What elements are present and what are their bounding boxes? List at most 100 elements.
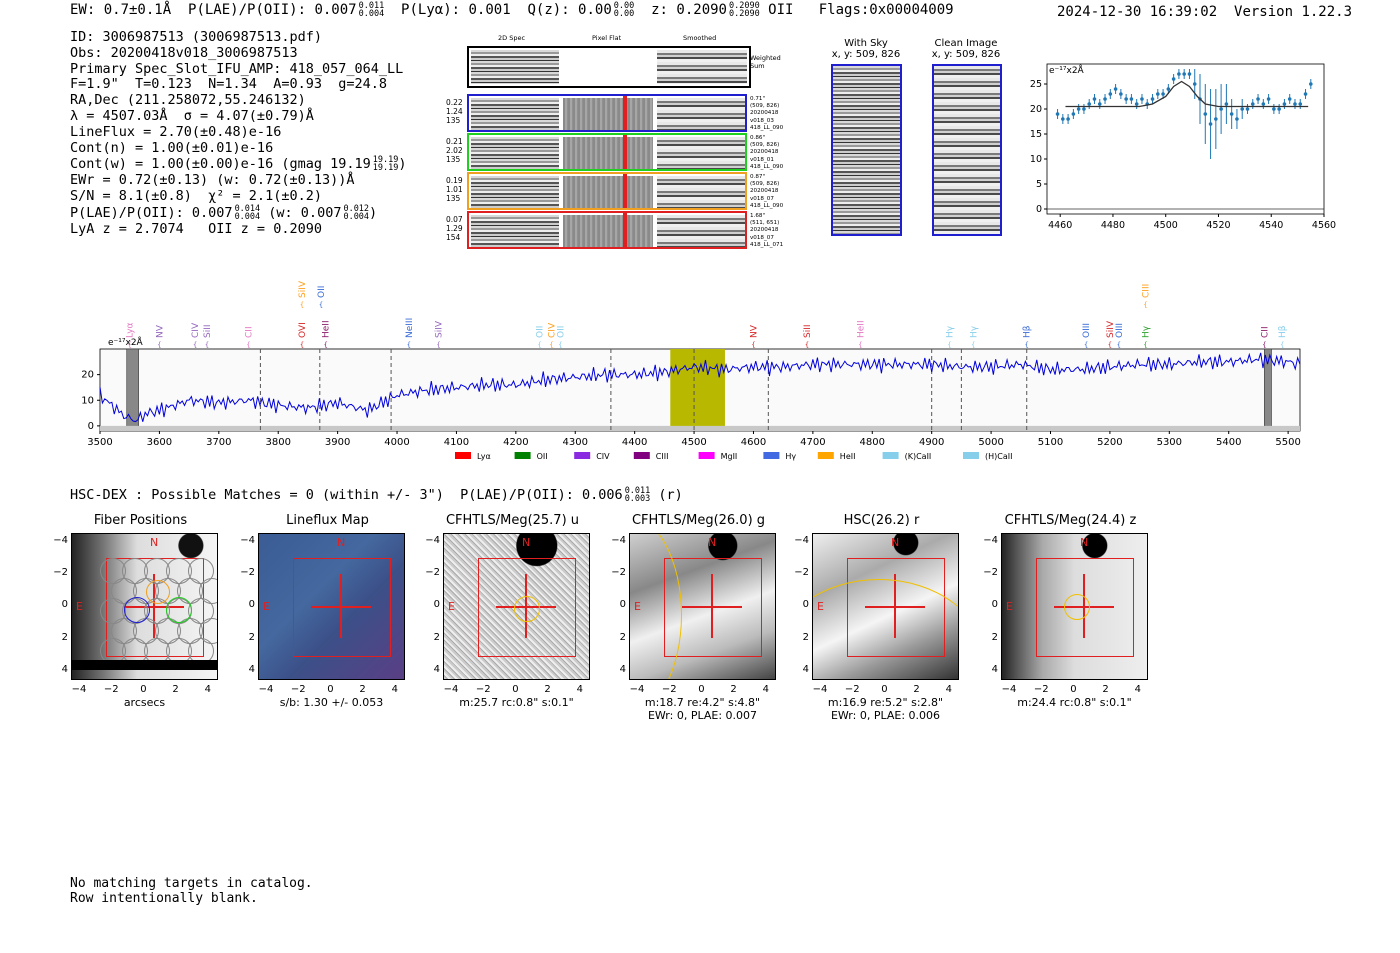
cutout-right-value: v018_07 [750, 195, 774, 202]
zoom-point [1235, 117, 1239, 121]
z-hi: 0.2090 [728, 1, 760, 11]
zoom-point [1166, 87, 1171, 91]
spectral-line-brace: { [246, 341, 250, 349]
cutout-right-value: v018_07 [750, 234, 774, 241]
panel-xtick: −2 [844, 684, 860, 695]
legend-label: (K)CaII [905, 452, 932, 461]
legend-label: Hγ [785, 452, 796, 461]
plae-lo: 0.004 [234, 211, 261, 222]
spectrum-xtick-label: 4800 [860, 437, 885, 448]
spectral-line-label: SiII [203, 324, 213, 338]
zoom-point [1282, 102, 1287, 106]
cutout-row-right-labels: 0.87" (509, 826) 20200418 v018_07 418_LL_090 [750, 174, 810, 210]
cutout-right-value: (509, 826) [750, 142, 780, 149]
zoom-ytick-label: 25 [1030, 79, 1042, 90]
spectrum-ytick-label: 10 [81, 395, 94, 406]
fiber-green [166, 597, 192, 623]
info-lineflux: LineFlux = 2.70(±0.48)e-16 [70, 123, 282, 140]
legend-swatch [763, 452, 780, 459]
info-obs: Obs: 20200418v018_3006987513 [70, 44, 298, 61]
panel-ytick: 0 [248, 599, 255, 611]
spectrum-xtick-label: 3600 [147, 437, 172, 448]
plae-w-hi: 0.012 [343, 203, 370, 214]
spectrum-line [99, 352, 1301, 423]
clean-xy: x, y: 509, 826 [931, 49, 1001, 60]
spectral-line-brace: { [193, 341, 197, 349]
zoom-point [1272, 107, 1276, 111]
zoom-xtick-label: 4480 [1101, 220, 1125, 231]
zoom-fit-line [1065, 80, 1309, 108]
panel-xtick: 2 [172, 684, 179, 695]
cutout-2dspec [471, 215, 559, 247]
cutout-pixel-marker [623, 213, 627, 247]
info-fta: F=1.9" T=0.123 N=1.34 A=0.93 g=24.8 [70, 76, 387, 93]
panel-xtick: 0 [698, 684, 705, 695]
spectrum-xtick-label: 3900 [325, 437, 350, 448]
cutout-right-value: 0.86" [750, 135, 766, 141]
spectral-line-brace: { [1108, 341, 1112, 349]
panel-xtick: 4 [945, 684, 952, 695]
zoom-point [1214, 117, 1218, 121]
cutout-pixelflat [563, 215, 653, 247]
zoom-point [1055, 112, 1060, 116]
spectral-line-brace: { [1084, 341, 1088, 349]
cutout-left-value: 1.29 [446, 224, 463, 233]
spectral-line-label: CIV [547, 322, 557, 338]
spectral-line-label: OII [317, 286, 327, 298]
zoom-ytick-label: 0 [1036, 204, 1042, 215]
spectral-line-label: OIII [1115, 323, 1125, 338]
panel-ytick: −2 [983, 567, 998, 579]
cutout-left-value: 2.02 [446, 146, 463, 155]
panel-caption: s/b: 1.30 +/- 0.053 [279, 696, 384, 709]
spectral-line-label: NeIII [405, 318, 415, 338]
panel-caption: arcsecs [123, 696, 166, 709]
zoom-point [1103, 97, 1107, 101]
legend-label: MgII [721, 452, 738, 461]
z-lo: 0.2090 [728, 9, 760, 19]
panel-xtick: −4 [71, 684, 87, 695]
panel-xtick: −2 [661, 684, 677, 695]
clean-image-title: Clean Image x, y: 509, 826 [926, 38, 1006, 60]
zoom-point [1171, 77, 1176, 81]
panel-ytick: −2 [53, 567, 68, 579]
cutout-row-left-labels: 0.19 1.01 135 [446, 176, 466, 203]
cutout-right-value: 0.71" [750, 96, 766, 102]
cutout-smoothed [657, 215, 745, 247]
zoom-point [1140, 97, 1144, 101]
panel-xtick: −2 [1033, 684, 1049, 695]
panel-xtick: 2 [359, 684, 366, 695]
zoom-point [1061, 117, 1065, 121]
panel-caption-2: EWr: 0, PLAE: 0.006 [830, 709, 941, 722]
panel-ytick: −4 [983, 535, 998, 546]
spectral-line-brace: { [324, 341, 328, 349]
zoom-point [1161, 92, 1165, 96]
plae-oii-hi: 0.011 [358, 1, 385, 11]
spectral-line-brace: { [300, 341, 304, 349]
contw-lo: 19.19 [372, 163, 399, 174]
cutout-right-value: 418_LL_090 [750, 202, 784, 209]
zoom-point [1150, 97, 1155, 101]
z-value: z: 0.2090 [651, 2, 727, 18]
cutout-right-value: 1.68" [750, 213, 766, 219]
zoom-point [1182, 72, 1186, 76]
zoom-point [1224, 102, 1229, 106]
panel-ytick: 4 [61, 663, 68, 675]
panel-ytick: 2 [802, 631, 809, 643]
zoom-point [1203, 112, 1208, 116]
spectrum-xtick-label: 4200 [503, 437, 528, 448]
zoom-point [1092, 97, 1097, 101]
zoom-point [1108, 92, 1113, 96]
panel-xtick: 4 [1134, 684, 1141, 695]
panel-aperture-box [478, 558, 576, 657]
zoom-point [1113, 87, 1118, 91]
plae-w-lo: 0.004 [343, 211, 370, 222]
cutout-row-left-labels: 0.22 1.24 135 [446, 98, 466, 125]
cutout-right-value: (511, 651) [750, 220, 780, 227]
spectral-line-label: CII [245, 326, 255, 338]
spectral-line-label: NV [749, 324, 759, 338]
panel-caption: m:25.7 rc:0.8" s:0.1" [459, 696, 574, 709]
cutout-row-left-labels: 0.21 2.02 135 [446, 137, 466, 164]
spectral-line-label: OII [556, 326, 566, 338]
zoom-point [1298, 102, 1303, 106]
